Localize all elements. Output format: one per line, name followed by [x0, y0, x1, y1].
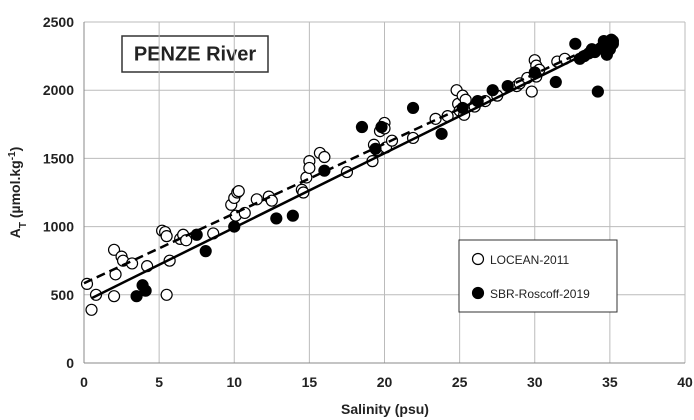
data-point	[286, 209, 299, 222]
x-tick-label: 30	[527, 374, 543, 390]
y-tick-label: 1500	[43, 150, 74, 166]
y-tick-label: 2000	[43, 82, 74, 98]
data-point	[549, 75, 562, 89]
y-tick-label: 2500	[43, 14, 74, 30]
y-axis-label: AT (µmol.kg-1)	[7, 147, 29, 239]
x-tick-label: 0	[80, 374, 88, 390]
legend-marker	[471, 286, 485, 300]
title-box	[121, 35, 269, 73]
data-point	[355, 120, 369, 134]
data-point	[107, 290, 121, 303]
data-point	[525, 85, 538, 98]
data-point	[375, 120, 388, 134]
data-point	[318, 164, 331, 177]
y-axis-label-part: -1	[7, 151, 18, 160]
data-point	[303, 161, 316, 175]
chart-title: PENZE River	[134, 43, 256, 65]
y-axis-label-part: )	[7, 147, 23, 152]
x-tick-label: 10	[226, 374, 242, 390]
y-axis-label-part: T	[18, 222, 29, 228]
x-axis-label: Salinity (psu)	[341, 401, 429, 417]
data-point	[270, 212, 283, 225]
data-point	[160, 288, 173, 301]
data-point	[85, 303, 98, 316]
y-tick-label: 0	[66, 355, 74, 371]
data-point	[190, 228, 203, 241]
data-point	[160, 230, 173, 243]
y-tick-label: 1000	[43, 219, 74, 235]
data-point	[199, 245, 212, 258]
x-tick-label: 15	[302, 374, 318, 390]
y-tick-label: 500	[51, 287, 75, 303]
x-tick-label: 35	[602, 374, 618, 390]
x-tick-label: 20	[377, 374, 393, 390]
fit-line	[83, 37, 611, 285]
x-tick-label: 40	[677, 374, 693, 390]
data-point	[406, 101, 420, 115]
data-point	[318, 150, 331, 164]
y-axis-label-part: (µmol.kg	[7, 160, 23, 222]
legend-label: SBR-Roscoff-2019	[490, 287, 590, 301]
data-point	[232, 185, 245, 198]
data-point	[130, 290, 143, 303]
data-point	[435, 127, 448, 140]
data-point	[107, 243, 121, 256]
fit-line	[90, 40, 611, 300]
data-point	[569, 37, 582, 50]
data-point	[591, 85, 604, 98]
x-tick-label: 5	[155, 374, 163, 390]
y-axis-label-part: A	[7, 228, 23, 238]
legend-label: LOCEAN-2011	[490, 253, 569, 267]
data-point	[139, 284, 152, 297]
legend-box	[458, 239, 618, 313]
x-tick-label: 25	[452, 374, 468, 390]
legend-marker	[471, 252, 485, 266]
